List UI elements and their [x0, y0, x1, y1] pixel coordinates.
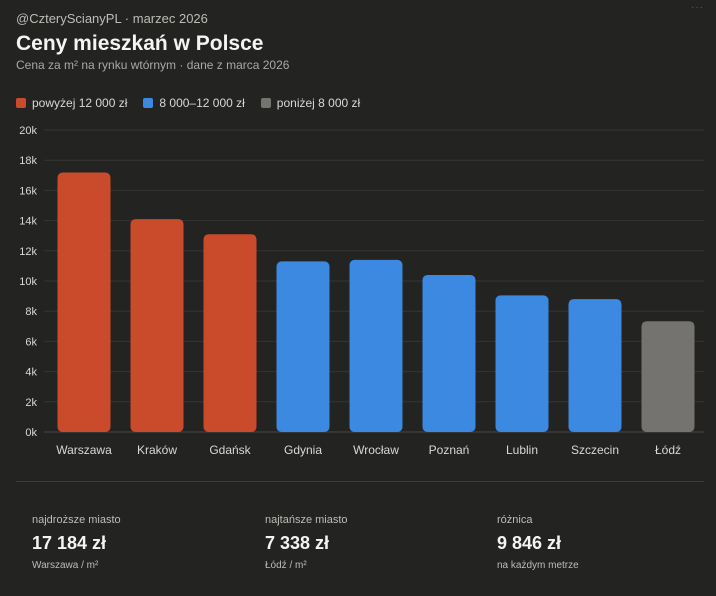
page-title: Ceny mieszkań w Polsce — [16, 32, 263, 56]
x-tick-label: Wrocław — [353, 443, 399, 457]
stat-label: różnica — [497, 514, 579, 526]
y-tick-label: 18k — [19, 155, 37, 167]
chart-legend: powyżej 12 000 zł 8 000–12 000 zł poniże… — [16, 96, 360, 110]
stat-note: Warszawa / m² — [32, 560, 121, 571]
bar-2 — [131, 219, 184, 432]
stat-note: Łódź / m² — [265, 560, 348, 571]
bar-8 — [569, 299, 622, 432]
y-tick-label: 2k — [25, 397, 37, 409]
bar-7 — [496, 295, 549, 432]
legend-item-low: poniżej 8 000 zł — [261, 96, 360, 110]
stat-cheapest: najtańsze miasto 7 338 zł Łódź / m² — [265, 514, 348, 571]
bar-6 — [423, 275, 476, 432]
page-subtitle: Cena za m² na rynku wtórnym · dane z mar… — [16, 58, 289, 72]
legend-label-mid: 8 000–12 000 zł — [159, 96, 244, 110]
y-tick-label: 4k — [25, 367, 37, 379]
x-tick-label: Poznań — [429, 443, 470, 457]
legend-item-high: powyżej 12 000 zł — [16, 96, 127, 110]
x-tick-label: Lublin — [506, 443, 538, 457]
bar-chart: 0k 2k 4k 6k 8k 10k 12k 14k 16k 18k 20k Warszawa Krak… — [0, 118, 716, 468]
x-tick-label: Gdynia — [284, 443, 322, 457]
bar-1 — [58, 173, 111, 432]
y-tick-label: 0k — [25, 427, 37, 439]
x-tick-label: Kraków — [137, 443, 177, 457]
legend-swatch-low — [261, 98, 271, 108]
legend-label-low: poniżej 8 000 zł — [277, 96, 360, 110]
legend-item-mid: 8 000–12 000 zł — [143, 96, 244, 110]
y-tick-label: 6k — [25, 336, 37, 348]
stat-most-expensive: najdroższe miasto 17 184 zł Warszawa / m… — [32, 514, 121, 571]
bar-5 — [350, 260, 403, 432]
x-tick-label: Warszawa — [56, 443, 112, 457]
source-handle: @CzteryScianyPL · marzec 2026 — [16, 11, 208, 26]
y-tick-label: 16k — [19, 185, 37, 197]
x-tick-label: Gdańsk — [209, 443, 251, 457]
more-options-icon[interactable]: ··· — [691, 2, 704, 13]
x-tick-label: Łódź — [655, 443, 681, 457]
legend-label-high: powyżej 12 000 zł — [32, 96, 127, 110]
stat-difference: różnica 9 846 zł na każdym metrze — [497, 514, 579, 571]
stat-value: 9 846 zł — [497, 533, 579, 554]
y-tick-label: 14k — [19, 216, 37, 228]
legend-swatch-high — [16, 98, 26, 108]
y-tick-label: 10k — [19, 276, 37, 288]
x-tick-label: Szczecin — [571, 443, 619, 457]
stat-value: 7 338 zł — [265, 533, 348, 554]
stat-note: na każdym metrze — [497, 560, 579, 571]
bar-9 — [642, 321, 695, 432]
stat-label: najtańsze miasto — [265, 514, 348, 526]
legend-swatch-mid — [143, 98, 153, 108]
y-tick-label: 20k — [19, 125, 37, 137]
y-tick-label: 12k — [19, 246, 37, 258]
stat-value: 17 184 zł — [32, 533, 121, 554]
y-tick-label: 8k — [25, 306, 37, 318]
stat-label: najdroższe miasto — [32, 514, 121, 526]
bar-4 — [277, 261, 330, 432]
section-divider — [16, 481, 704, 482]
bar-3 — [204, 234, 257, 432]
